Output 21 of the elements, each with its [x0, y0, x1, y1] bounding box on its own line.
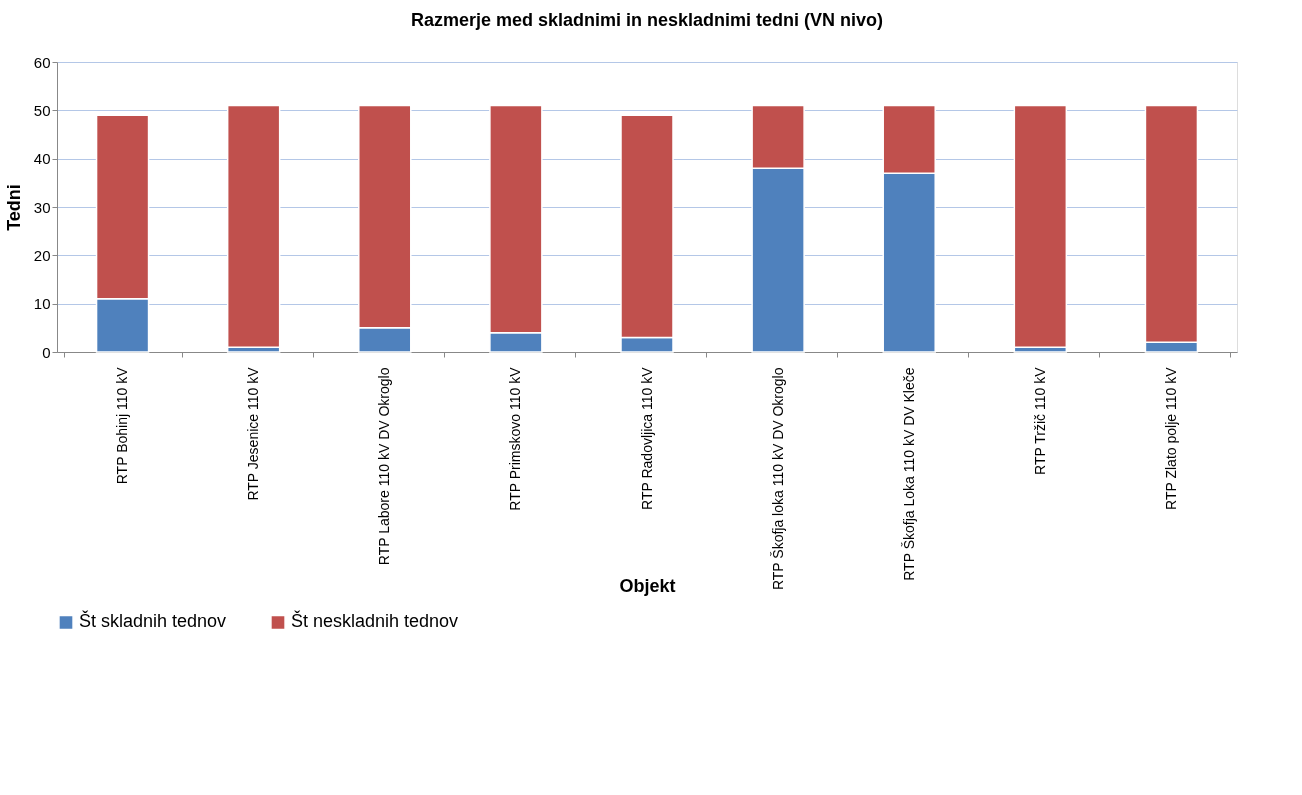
- x-tick-label: RTP Tržič 110 kV: [1031, 366, 1048, 475]
- x-tick-label: RTP Radovljica 110 kV: [638, 366, 655, 510]
- y-tick-label: 50: [33, 101, 51, 119]
- x-tick-label: RTP Škofja loka 110 kV DV Okroglo: [769, 367, 786, 591]
- x-tick-label: RTP Zlato polje 110 kV: [1162, 366, 1179, 510]
- x-tick-label: RTP Labore 110 kV DV Okroglo: [376, 367, 393, 566]
- y-axis-title: Tedni: [3, 184, 24, 231]
- y-tick-label: 40: [33, 150, 51, 168]
- x-tick-label: RTP Jesenice 110 kV: [245, 366, 262, 501]
- x-tick-label: RTP Primskovo 110 kV: [507, 366, 524, 511]
- legend-label: Št skladnih tednov: [79, 610, 227, 632]
- chart-title: Razmerje med skladnimi in neskladnimi tedni (VN nivo): [410, 10, 884, 30]
- legend-label: Št neskladnih tednov: [291, 610, 459, 632]
- y-tick-label: 30: [33, 198, 51, 216]
- x-tick-label: RTP Bohinj 110 kV: [114, 366, 131, 485]
- y-tick-label: 10: [33, 295, 51, 313]
- y-tick-label: 0: [42, 343, 51, 361]
- y-tick-label: 20: [33, 246, 51, 264]
- y-tick-label: 60: [33, 53, 51, 71]
- x-tick-label: RTP Škofja Loka 110 kV DV Kleče: [900, 367, 917, 581]
- x-axis-title: Objekt: [619, 575, 676, 596]
